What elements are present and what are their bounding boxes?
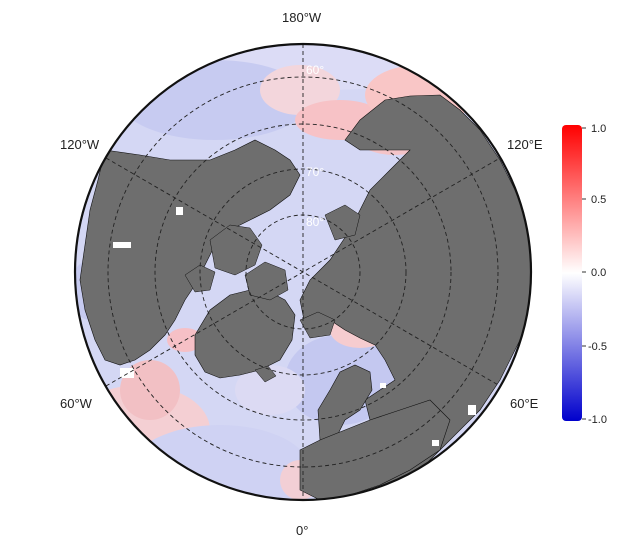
land-arctic-islands [184,204,361,383]
colorbar: 1.0 0.5 0.0 -0.5 -1.0 [562,123,607,426]
colorbar-tick-0.5: 0.5 [591,194,606,206]
lon-label-0: 0° [296,523,309,538]
colorbar-tick-1.0: 1.0 [591,123,606,135]
lon-label-120e: 120°E [507,137,543,152]
colorbar-tick-0.0: 0.0 [591,267,606,279]
lat-label-80: 80° [306,215,324,229]
missing-data-specks [113,207,476,446]
graticule [105,44,501,500]
lon-label-180w: 180°W [282,10,322,25]
colorbar-tick-neg0.5: -0.5 [588,341,607,353]
map-boundary [73,42,533,502]
land-greenland [194,289,296,379]
lat-label-60: 60° [306,63,324,77]
colorbar-gradient [562,125,582,421]
lon-label-120w: 120°W [60,137,100,152]
lon-label-60w: 60°W [60,396,92,411]
lat-label-70: 70° [306,165,324,179]
colorbar-tick-neg1.0: -1.0 [588,414,607,426]
lon-label-60e: 60°E [510,396,539,411]
